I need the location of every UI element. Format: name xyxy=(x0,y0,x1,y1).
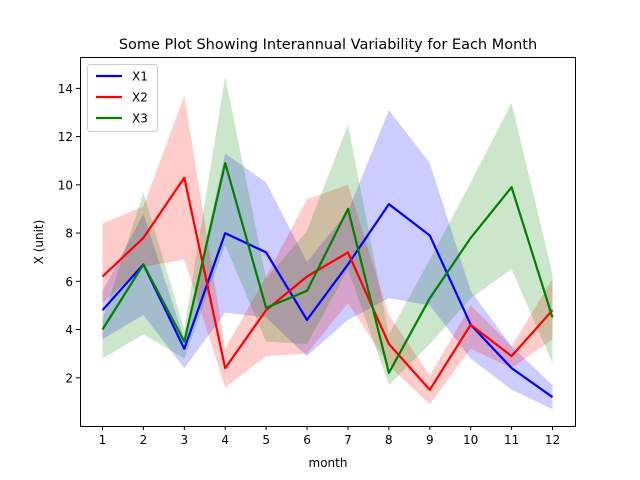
chart-title: Some Plot Showing Interannual Variabilit… xyxy=(119,37,537,53)
series-lines xyxy=(101,162,554,398)
band-x1 xyxy=(102,110,553,410)
x-tick-label: 6 xyxy=(303,433,311,447)
y-tick-label: 12 xyxy=(58,130,73,144)
x-tick-label: 1 xyxy=(99,433,107,447)
x-tick-label: 3 xyxy=(180,433,188,447)
legend-label-x1: X1 xyxy=(132,70,148,84)
x-tick-label: 4 xyxy=(221,433,229,447)
band-x3 xyxy=(102,76,553,386)
x-tick-label: 2 xyxy=(140,433,148,447)
legend-label-x2: X2 xyxy=(132,91,148,105)
x-tick-label: 5 xyxy=(262,433,270,447)
y-tick-label: 2 xyxy=(65,371,73,385)
x-tick-label: 10 xyxy=(463,433,478,447)
y-tick-label: 6 xyxy=(65,275,73,289)
y-tick-label: 8 xyxy=(65,227,73,241)
x-tick-label: 9 xyxy=(426,433,434,447)
y-tick-label: 14 xyxy=(58,82,73,96)
y-axis-label: X (unit) xyxy=(32,220,46,265)
plot-area-frame xyxy=(80,57,576,427)
line-x1 xyxy=(101,203,554,398)
y-tick-label: 10 xyxy=(58,178,73,192)
x-axis-label: month xyxy=(309,456,348,470)
legend-box xyxy=(87,64,158,132)
line-x2 xyxy=(101,176,554,391)
x-tick-label: 7 xyxy=(344,433,352,447)
x-tick-label: 11 xyxy=(504,433,519,447)
x-axis-ticks: 1 2 3 4 5 6 7 8 9 10 11 12 xyxy=(99,426,560,447)
x-tick-label: 12 xyxy=(545,433,560,447)
confidence-bands xyxy=(102,76,553,410)
x-tick-label: 8 xyxy=(385,433,393,447)
legend: X1 X2 X3 xyxy=(87,64,158,132)
y-tick-label: 4 xyxy=(65,323,73,337)
line-x3 xyxy=(101,162,554,374)
y-axis-ticks: 2 4 6 8 10 12 14 xyxy=(58,82,80,385)
legend-label-x3: X3 xyxy=(132,112,148,126)
